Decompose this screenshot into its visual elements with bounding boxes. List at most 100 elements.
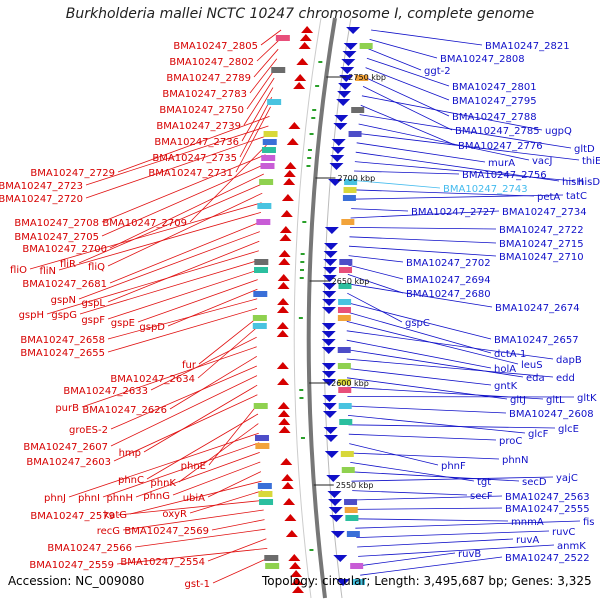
gene-label-right[interactable]: BMA10247_2694	[406, 275, 491, 286]
gene-label-left[interactable]: fliQ	[88, 262, 105, 273]
gene-label-right[interactable]: ruvC	[552, 527, 575, 538]
gene-label-right[interactable]: secF	[470, 491, 493, 502]
gene-label-left[interactable]: gspG	[51, 310, 77, 321]
gene-label-left[interactable]: BMA10247_2729	[30, 168, 115, 179]
gene-label-left[interactable]: BMA10247_2805	[173, 41, 258, 52]
gene-label-right[interactable]: BMA10247_2795	[452, 96, 537, 107]
gene-label-right[interactable]: BMA10247_2555	[505, 504, 590, 515]
gene-label-left[interactable]: BMA10247_2579	[30, 511, 115, 522]
gene-label-right[interactable]: ugpQ	[545, 126, 572, 137]
gene-label-left[interactable]: BMA10247_2633	[63, 386, 148, 397]
gene-label-right[interactable]: gltK	[577, 393, 597, 404]
gene-label-left[interactable]: BMA10247_2559	[29, 560, 114, 571]
gene-label-left[interactable]: BMA10247_2731	[148, 168, 233, 179]
gene-label-right[interactable]: BMA10247_2734	[502, 207, 587, 218]
gene-label-right[interactable]: BMA10247_2808	[440, 54, 525, 65]
gene-label-left[interactable]: BMA10247_2723	[0, 181, 83, 192]
gene-label-right[interactable]: BMA10247_2680	[406, 289, 491, 300]
gene-label-right[interactable]: eda	[526, 373, 545, 384]
gene-label-left[interactable]: BMA10247_2700	[22, 244, 107, 255]
gene-label-left[interactable]: gspD	[139, 322, 165, 333]
gene-label-right[interactable]: thiE	[582, 156, 600, 167]
gene-label-right[interactable]: ruvA	[516, 535, 539, 546]
gene-label-right[interactable]: gltD	[574, 144, 595, 155]
gene-label-right[interactable]: BMA10247_2674	[495, 303, 580, 314]
gene-label-left[interactable]: BMA10247_2569	[124, 526, 209, 537]
gene-label-left[interactable]: BMA10247_2720	[0, 194, 83, 205]
gene-label-left[interactable]: BMA10247_2607	[23, 442, 108, 453]
gene-label-left[interactable]: fliR	[60, 259, 76, 270]
gene-label-right[interactable]: leuS	[521, 360, 543, 371]
gene-label-left[interactable]: groES-2	[69, 425, 108, 436]
gene-label-left[interactable]: phnJ	[44, 493, 66, 504]
gene-label-left[interactable]: phnH	[106, 493, 133, 504]
gene-label-right[interactable]: tgt	[477, 477, 491, 488]
gene-label-right[interactable]: glcF	[528, 429, 549, 440]
gene-label-right[interactable]: mnmA	[511, 517, 544, 528]
gene-label-left[interactable]: BMA10247_2658	[20, 335, 105, 346]
gene-label-left[interactable]: fliN	[39, 266, 56, 277]
gene-label-right[interactable]: glcE	[558, 424, 579, 435]
gene-label-right[interactable]: BMA10247_2743	[443, 184, 528, 195]
gene-label-right[interactable]: vacJ	[532, 156, 553, 167]
gene-label-right[interactable]: BMA10247_2657	[494, 335, 579, 346]
gene-label-left[interactable]: BMA10247_2739	[156, 121, 241, 132]
gene-label-left[interactable]: BMA10247_2705	[14, 232, 99, 243]
gene-label-right[interactable]: dctA-1	[494, 349, 526, 360]
gene-label-right[interactable]: gltL	[546, 395, 565, 406]
gene-label-right[interactable]: BMA10247_2801	[452, 82, 537, 93]
gene-label-left[interactable]: BMA10247_2736	[154, 137, 239, 148]
gene-label-left[interactable]: BMA10247_2708	[14, 218, 99, 229]
gene-label-right[interactable]: edd	[556, 373, 575, 384]
gene-label-left[interactable]: gspE	[111, 318, 135, 329]
gene-label-left[interactable]: gspN	[51, 295, 76, 306]
gene-label-right[interactable]: BMA10247_2702	[406, 258, 491, 269]
gene-label-right[interactable]: BMA10247_2785	[455, 126, 540, 137]
gene-label-left[interactable]: katG	[104, 510, 127, 521]
gene-label-left[interactable]: BMA10247_2681	[22, 279, 107, 290]
gene-label-left[interactable]: BMA10247_2750	[159, 105, 244, 116]
gene-label-right[interactable]: BMA10247_2722	[499, 225, 584, 236]
gene-label-left[interactable]: phnE	[181, 461, 206, 472]
gene-label-left[interactable]: gspL	[82, 298, 106, 309]
gene-label-left[interactable]: ubiA	[183, 493, 205, 504]
gene-label-left[interactable]: recG	[97, 526, 120, 537]
gene-label-right[interactable]: phnN	[502, 455, 529, 466]
gene-label-right[interactable]: BMA10247_2715	[499, 239, 584, 250]
gene-label-right[interactable]: BMA10247_2710	[499, 252, 584, 263]
gene-label-right[interactable]: BMA10247_2776	[458, 141, 543, 152]
gene-label-right[interactable]: gltJ	[510, 395, 526, 406]
gene-label-right[interactable]: dapB	[556, 355, 582, 366]
gene-label-left[interactable]: BMA10247_2735	[152, 153, 237, 164]
gene-label-left[interactable]: oxyR	[162, 509, 187, 520]
gene-label-left[interactable]: phnK	[150, 478, 176, 489]
gene-label-right[interactable]: petA	[537, 192, 560, 203]
gene-label-right[interactable]: ruvB	[458, 549, 481, 560]
gene-label-right[interactable]: hisD	[578, 177, 600, 188]
gene-label-right[interactable]: gspC	[405, 318, 430, 329]
gene-label-right[interactable]: BMA10247_2608	[509, 409, 594, 420]
gene-label-right[interactable]: BMA10247_2756	[462, 170, 547, 181]
gene-label-right[interactable]: holA	[494, 364, 516, 375]
gene-label-left[interactable]: gst-1	[185, 579, 210, 590]
gene-label-left[interactable]: BMA10247_2554	[120, 557, 205, 568]
gene-label-left[interactable]: phnI	[78, 493, 100, 504]
gene-label-left[interactable]: gspF	[81, 315, 105, 326]
gene-label-right[interactable]: ggt-2	[424, 66, 451, 77]
gene-label-right[interactable]: tatC	[566, 191, 587, 202]
gene-label-left[interactable]: BMA10247_2566	[47, 543, 132, 554]
gene-label-right[interactable]: murA	[488, 158, 515, 169]
gene-label-right[interactable]: BMA10247_2522	[505, 553, 590, 564]
gene-label-left[interactable]: fliO	[10, 265, 27, 276]
gene-label-right[interactable]: yajC	[556, 473, 578, 484]
gene-label-right[interactable]: phnF	[441, 461, 466, 472]
gene-label-left[interactable]: BMA10247_2634	[110, 374, 195, 385]
gene-label-left[interactable]: phnG	[143, 491, 170, 502]
gene-label-left[interactable]: BMA10247_2802	[169, 57, 254, 68]
gene-label-right[interactable]: proC	[499, 436, 522, 447]
gene-label-left[interactable]: BMA10247_2603	[26, 457, 111, 468]
gene-label-left[interactable]: phnC	[118, 475, 144, 486]
gene-label-right[interactable]: BMA10247_2788	[452, 112, 537, 123]
gene-label-right[interactable]: fis	[583, 517, 595, 528]
gene-label-right[interactable]: gntK	[494, 381, 518, 392]
